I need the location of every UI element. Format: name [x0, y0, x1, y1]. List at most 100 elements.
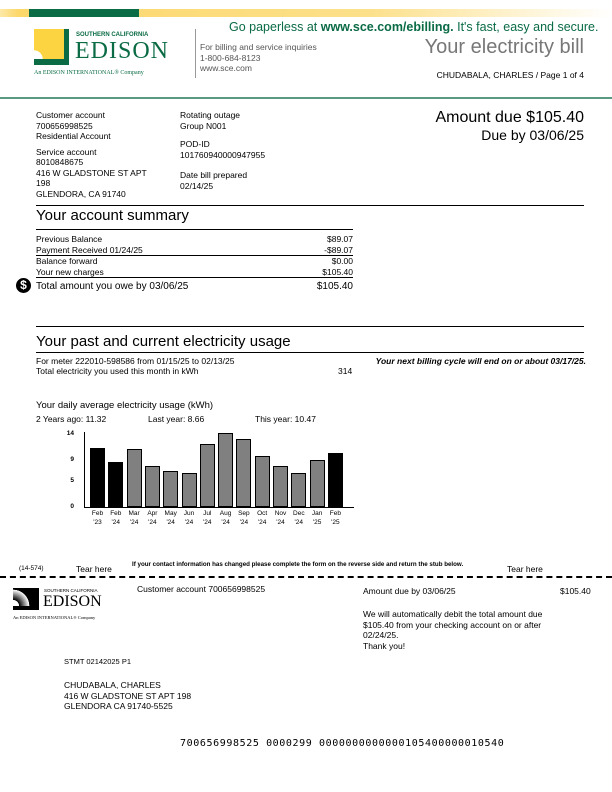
- summary-row: Your new charges $105.40: [36, 266, 353, 278]
- summary-row: Balance forward $0.00: [36, 256, 353, 267]
- summary-total-row: Total amount you owe by 03/06/25 $105.40: [36, 281, 353, 292]
- autopay-line: Thank you!: [363, 640, 406, 651]
- bar-apr-24: [144, 465, 160, 507]
- mailing-address-line1: 416 W GLADSTONE ST APT 198: [64, 690, 192, 701]
- this-year-average: This year: 10.47: [255, 414, 316, 424]
- pod-id-value: 101760940000947955: [180, 149, 266, 160]
- service-account-label: Service account: [36, 146, 97, 157]
- summary-row-value: $89.07: [327, 234, 353, 244]
- summary-row-label: Your new charges: [36, 266, 104, 277]
- paperless-text: Go paperless at: [229, 20, 321, 34]
- stub-amount-due-value: $105.40: [560, 586, 591, 596]
- date-prepared-value: 02/14/25: [180, 180, 214, 191]
- inquiries-block: For billing and service inquiries 1-800-…: [200, 42, 317, 74]
- website-link[interactable]: www.sce.com: [200, 63, 252, 73]
- stub-logo-main-text: EDISON: [43, 593, 102, 610]
- bar-jan-25: [309, 460, 325, 507]
- phone-number[interactable]: 1-800-684-8123: [200, 52, 261, 63]
- chart-title: Your daily average electricity usage (kW…: [36, 400, 214, 411]
- summary-row-value: -$89.07: [324, 244, 353, 255]
- ocr-scanline: 700656998525 0000299 0000000000000105400…: [180, 738, 505, 749]
- stub-amount-due-label: Amount due by 03/06/25: [363, 586, 456, 596]
- rotating-outage-label: Rotating outage: [180, 110, 241, 120]
- form-code: (14-574): [19, 565, 44, 572]
- summary-row-label: Balance forward: [36, 256, 98, 266]
- summary-row-label: Payment Received 01/24/25: [36, 244, 143, 255]
- x-tick-label: Apr '24: [147, 510, 158, 526]
- mailing-address-line2: GLENDORA CA 91740-5525: [64, 701, 173, 711]
- inquiries-label: For billing and service inquiries: [200, 42, 317, 52]
- bar-oct-24: [254, 456, 270, 507]
- two-years-ago-average: 2 Years ago: 11.32: [36, 414, 107, 424]
- mailing-address: CHUDABALA, CHARLES 416 W GLADSTONE ST AP…: [64, 680, 191, 712]
- bar-sep-24: [236, 439, 252, 507]
- summary-top-rule: [36, 205, 584, 206]
- service-address-line3: GLENDORA, CA 91740: [36, 188, 126, 199]
- bar-feb-24: [108, 461, 124, 507]
- x-tick-label: Aug '24: [219, 510, 232, 526]
- summary-total-label: Total amount you owe by 03/06/25: [36, 281, 189, 292]
- x-tick-label: Jul '24: [203, 510, 212, 526]
- service-account-number: 8010848675: [36, 157, 84, 167]
- pod-id-label: POD-ID: [180, 139, 210, 149]
- summary-title-rule: [36, 229, 353, 230]
- bar-dec-24: [291, 473, 307, 507]
- x-tick-label: Feb '24: [110, 510, 122, 526]
- statement-code: STMT 02142025 P1: [64, 657, 131, 666]
- meter-info: For meter 222010-598586 from 01/15/25 to…: [36, 356, 235, 366]
- account-type: Residential Account: [36, 131, 111, 141]
- bar-feb-23: [90, 448, 105, 507]
- contact-change-notice: If your contact information has changed …: [132, 561, 464, 568]
- autopay-line: We will automatically debit the total am…: [363, 609, 543, 619]
- summary-row-value: $0.00: [331, 256, 353, 266]
- total-kwh-label: Total electricity you used this month in…: [36, 366, 199, 376]
- rotating-outage-group: Group N001: [180, 120, 227, 131]
- logo-main-text: EDISON: [75, 38, 169, 64]
- total-kwh-value: 314: [338, 366, 353, 376]
- summary-row: Previous Balance $89.07: [36, 234, 353, 245]
- summary-total-value: $105.40: [316, 281, 353, 292]
- usage-title-rule: [36, 352, 584, 353]
- name-page-indicator: CHUDABALA, CHARLES / Page 1 of 4: [436, 70, 584, 80]
- header-green-stripe: [29, 9, 139, 17]
- stub-logo-sub-text: An EDISON INTERNATIONAL® Company: [13, 615, 96, 620]
- amount-due: Amount due $105.40: [435, 109, 584, 126]
- summary-row: Payment Received 01/24/25 -$89.07: [36, 244, 353, 256]
- autopay-line: $105.40 from your checking account on or…: [363, 619, 542, 630]
- tear-here-left: Tear here: [76, 564, 112, 574]
- y-tick-label: 5: [70, 477, 74, 484]
- customer-account-block: Customer account 700656998525 Residentia…: [36, 110, 147, 199]
- header-divider: [195, 29, 196, 78]
- header-rule: [0, 97, 612, 99]
- summary-row-value: $105.40: [322, 266, 353, 277]
- x-tick-label: Dec '24: [293, 510, 305, 526]
- x-tick-label: Nov '24: [274, 510, 287, 526]
- logo-sub-text: An EDISON INTERNATIONAL® Company: [34, 70, 144, 76]
- paperless-link[interactable]: www.sce.com/ebilling.: [320, 20, 454, 34]
- stub-logo-sun-icon: [13, 588, 39, 610]
- logo-top-text: SOUTHERN CALIFORNIA: [76, 32, 149, 38]
- next-billing-cycle: Your next billing cycle will end on or a…: [375, 356, 586, 366]
- last-year-average: Last year: 8.66: [148, 414, 205, 424]
- customer-account-label: Customer account: [36, 110, 105, 120]
- dollar-icon: $: [16, 278, 31, 293]
- summary-title: Your account summary: [36, 207, 189, 224]
- x-tick-label: Feb '25: [329, 510, 341, 526]
- paperless-banner: Go paperless at www.sce.com/ebilling. It…: [229, 20, 598, 34]
- outage-block: Rotating outage Group N001 POD-ID 101760…: [180, 110, 265, 191]
- x-tick-label: Mar '24: [128, 510, 140, 526]
- service-address-line2: 198: [36, 178, 51, 188]
- service-address-line1: 416 W GLADSTONE ST APT: [36, 167, 147, 178]
- x-tick-label: Jan '25: [311, 510, 323, 526]
- autopay-message: We will automatically debit the total am…: [363, 609, 542, 651]
- bar-mar-24: [126, 448, 142, 507]
- bar-aug-24: [218, 433, 234, 507]
- customer-account-number: 700656998525: [36, 120, 93, 131]
- usage-title: Your past and current electricity usage: [36, 333, 291, 350]
- summary-table: Previous Balance $89.07 Payment Received …: [36, 234, 353, 278]
- bar-feb-25: [327, 452, 343, 507]
- y-axis: [84, 432, 85, 507]
- y-tick-label: 14: [66, 430, 74, 438]
- logo-sun-icon: [34, 29, 69, 65]
